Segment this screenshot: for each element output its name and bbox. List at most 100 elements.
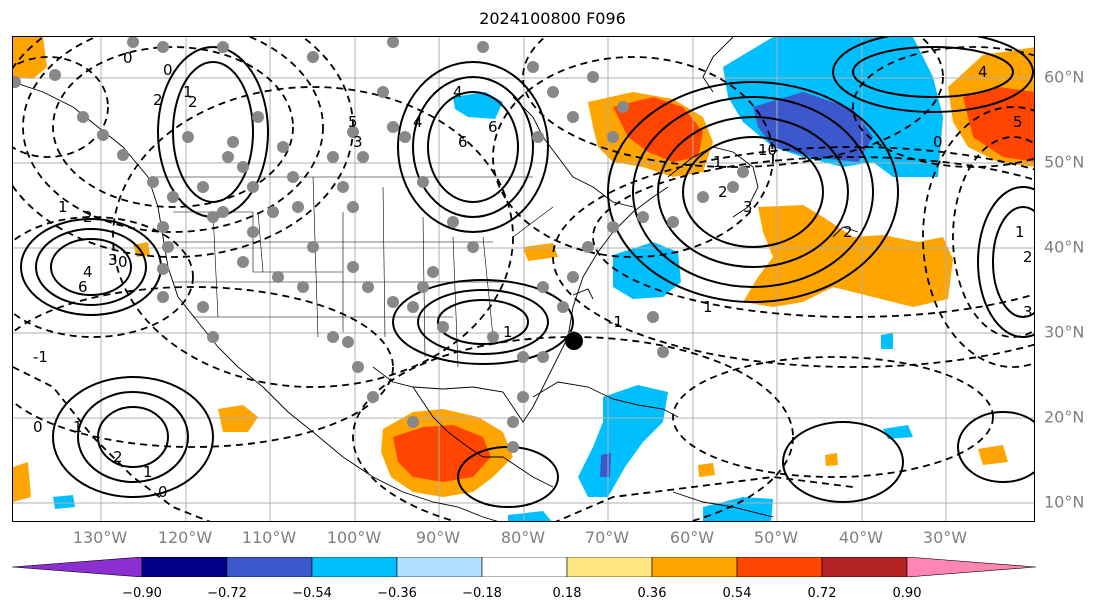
lat-label: 60°N (1044, 67, 1085, 87)
fill-red-newfoundland (613, 97, 703, 162)
fill-red-ne (963, 87, 1034, 162)
contour-label: 5 (348, 113, 358, 131)
colorbar (12, 557, 1036, 577)
lon-label: 70°W (584, 528, 630, 547)
station-dot (387, 121, 399, 133)
contour-label: 2 (113, 448, 123, 466)
contour-label: 3 (353, 133, 363, 151)
lon-label: 120°W (157, 528, 213, 547)
gridlines (13, 37, 1034, 521)
anomaly-fills (13, 37, 1034, 521)
station-dot (277, 141, 289, 153)
contour-label: -1 (33, 348, 48, 366)
station-dot (352, 361, 364, 373)
colorbar-segment (651, 557, 738, 577)
lon-label: 30°W (922, 528, 968, 547)
station-dot (537, 281, 549, 293)
station-dot (357, 151, 369, 163)
station-dot (307, 51, 319, 63)
colorbar-segment (906, 557, 1036, 577)
contour-label: 0 (158, 483, 168, 501)
station-dot (417, 281, 429, 293)
contour-label: 10 (758, 141, 777, 159)
colorbar-segment (12, 557, 143, 577)
station-dot (537, 351, 549, 363)
contour-label: 4 (453, 83, 463, 101)
fill-red-gulf-of-mexico (393, 425, 491, 482)
station-dot (387, 296, 399, 308)
station-dot (517, 391, 529, 403)
station-dot (297, 281, 309, 293)
contour-label: 0 (933, 133, 943, 151)
filled-circle-icon (565, 332, 583, 350)
contour-label: 1 (1015, 223, 1025, 241)
station-dot (617, 101, 629, 113)
station-dot (527, 61, 539, 73)
station-dot (247, 181, 259, 193)
station-dot (237, 161, 249, 173)
positive-contours (20, 37, 1034, 508)
station-dot (347, 261, 359, 273)
contour-label: 6 (488, 118, 498, 136)
station-dot (217, 41, 229, 53)
station-dot (567, 271, 579, 283)
station-dot (407, 416, 419, 428)
station-dot (427, 266, 439, 278)
station-dots (13, 37, 749, 453)
station-dot (607, 221, 619, 233)
lat-label: 50°N (1044, 152, 1085, 172)
colorbar-segment (396, 557, 483, 577)
station-dot (377, 86, 389, 98)
station-dot (97, 129, 109, 141)
station-dot (517, 351, 529, 363)
colorbar-segment (141, 557, 228, 577)
station-dot (667, 216, 679, 228)
colorbar-tick-label: −0.54 (292, 586, 332, 601)
station-dot (307, 241, 319, 253)
fill-blue-south-2 (508, 511, 552, 521)
station-dot (207, 331, 219, 343)
lat-label: 20°N (1044, 407, 1085, 427)
station-dot (727, 181, 739, 193)
station-dot (557, 301, 569, 313)
contour-label: 1 (503, 323, 513, 341)
station-dot (127, 37, 139, 48)
station-dot (367, 391, 379, 403)
station-dot (657, 346, 669, 358)
contour-label: 5 (1013, 113, 1023, 131)
fill-blue-small-5 (883, 425, 913, 439)
lon-label: 90°W (415, 528, 461, 547)
station-dot (157, 263, 169, 275)
colorbar-segment (736, 557, 823, 577)
fill-orange-sw-edge (13, 462, 31, 502)
station-dot (13, 76, 21, 88)
fill-blue-south (703, 497, 773, 521)
station-dot (407, 301, 419, 313)
station-dot (237, 256, 249, 268)
fill-blue-small-4 (881, 333, 893, 349)
station-dot (327, 331, 339, 343)
fill-darkblue-north-atlantic (753, 92, 873, 162)
station-dot (507, 416, 519, 428)
lon-label: 40°W (838, 528, 884, 547)
contour-label: 1 (183, 83, 193, 101)
colorbar-tick-label: 0.90 (892, 586, 922, 601)
lon-label: 50°W (753, 528, 799, 547)
contour-label: 1 (703, 298, 713, 316)
station-dot (147, 176, 159, 188)
colorbar-tick-label: 0.36 (637, 586, 667, 601)
station-dot (417, 176, 429, 188)
station-dot (157, 41, 169, 53)
fill-blue-pacific-small (53, 495, 75, 509)
station-dot (182, 131, 194, 143)
lon-label: 110°W (241, 528, 297, 547)
contour-label: 4 (413, 113, 423, 131)
colorbar-tick-label: −0.18 (462, 586, 502, 601)
station-dot (467, 241, 479, 253)
station-dot (49, 69, 61, 81)
contour-label: 6 (458, 133, 468, 151)
station-dot (387, 37, 399, 48)
lon-label: 60°W (669, 528, 715, 547)
colorbar-tick-label: −0.72 (207, 586, 247, 601)
